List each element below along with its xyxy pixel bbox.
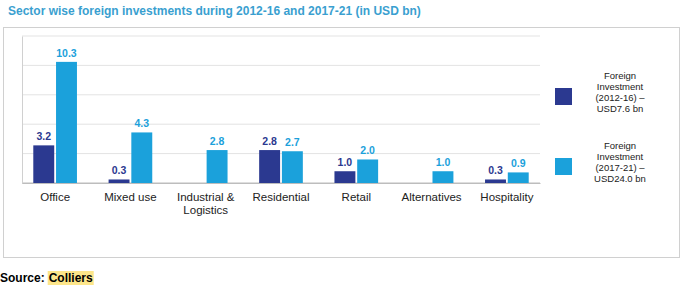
x-tick: Hospitality	[480, 183, 533, 203]
x-tick: Alternatives	[402, 183, 462, 203]
source-text: Colliers	[49, 271, 93, 285]
bar	[56, 62, 77, 183]
x-tick: Retail	[342, 183, 371, 203]
grid-line	[22, 36, 540, 37]
bar	[282, 151, 303, 183]
data-labels: 3.2 0.3 2.8 1.0 0.3 10.3 4.3 2.8 2.7 2.0 1.0 0.9	[36, 47, 525, 177]
bar	[334, 171, 355, 183]
source: Source: Colliers	[0, 271, 94, 285]
legend-swatch	[555, 158, 572, 175]
x-tick-label: Retail	[342, 191, 371, 203]
grid-line	[22, 124, 540, 125]
x-axis-line	[23, 183, 541, 184]
bar	[432, 171, 453, 183]
x-tick-label: Hospitality	[480, 191, 533, 203]
data-label: 4.3	[134, 117, 149, 129]
x-tick-label: Alternatives	[402, 191, 462, 203]
title: Sector wise foreign investments during 2…	[8, 4, 421, 18]
x-axis: Office Mixed use Industrial &Logistics Resi…	[23, 183, 541, 216]
x-tick: Residential	[253, 183, 310, 203]
data-label: 0.9	[511, 157, 526, 169]
legend-label: ForeignInvestment(2012-16) –USD7.6 bn	[595, 70, 645, 114]
x-tick: Mixed use	[104, 183, 156, 203]
grid	[22, 36, 540, 183]
bar	[207, 150, 228, 183]
legend-item: ForeignInvestment(2012-16) –USD7.6 bn	[555, 70, 645, 114]
legend-swatch	[555, 88, 572, 105]
source-label: Source:	[0, 271, 45, 285]
y-axis-line	[22, 37, 23, 184]
data-label: 2.8	[210, 135, 225, 147]
data-label: 0.3	[488, 164, 503, 176]
x-tick: Industrial &Logistics	[177, 183, 235, 216]
x-tick-label: Office	[40, 191, 70, 203]
bar	[109, 179, 130, 183]
y-axis	[22, 37, 24, 184]
grid-line	[22, 65, 540, 66]
grid-line	[22, 94, 540, 95]
source-highlight	[48, 271, 94, 285]
x-tick: Office	[40, 183, 70, 203]
data-label: 3.2	[36, 130, 51, 142]
legend-item: ForeignInvestment(2017-21) –USD24.0 bn	[555, 140, 646, 184]
x-tick-label: Mixed use	[104, 191, 156, 203]
x-tick-label: Industrial &Logistics	[177, 191, 235, 216]
legend-label: ForeignInvestment(2017-21) –USD24.0 bn	[594, 140, 646, 184]
data-label: 1.0	[436, 156, 451, 168]
grid-line	[22, 183, 540, 184]
bar	[508, 172, 529, 183]
frame	[4, 28, 680, 258]
x-tick-label: Residential	[253, 191, 310, 203]
chart: Sector wise foreign investments during 2…	[0, 0, 684, 291]
data-label: 1.0	[338, 156, 353, 168]
legend: ForeignInvestment(2012-16) –USD7.6 bn For…	[555, 70, 646, 184]
bar	[259, 150, 280, 183]
data-label: 2.7	[285, 136, 300, 148]
bars	[33, 62, 528, 183]
data-label: 2.0	[360, 144, 375, 156]
bar	[485, 179, 506, 183]
bar	[357, 159, 378, 183]
bar	[33, 145, 54, 183]
data-label: 0.3	[112, 164, 127, 176]
bar	[131, 132, 152, 183]
data-label: 10.3	[56, 47, 77, 59]
grid-line	[22, 153, 540, 154]
data-label: 2.8	[262, 135, 277, 147]
